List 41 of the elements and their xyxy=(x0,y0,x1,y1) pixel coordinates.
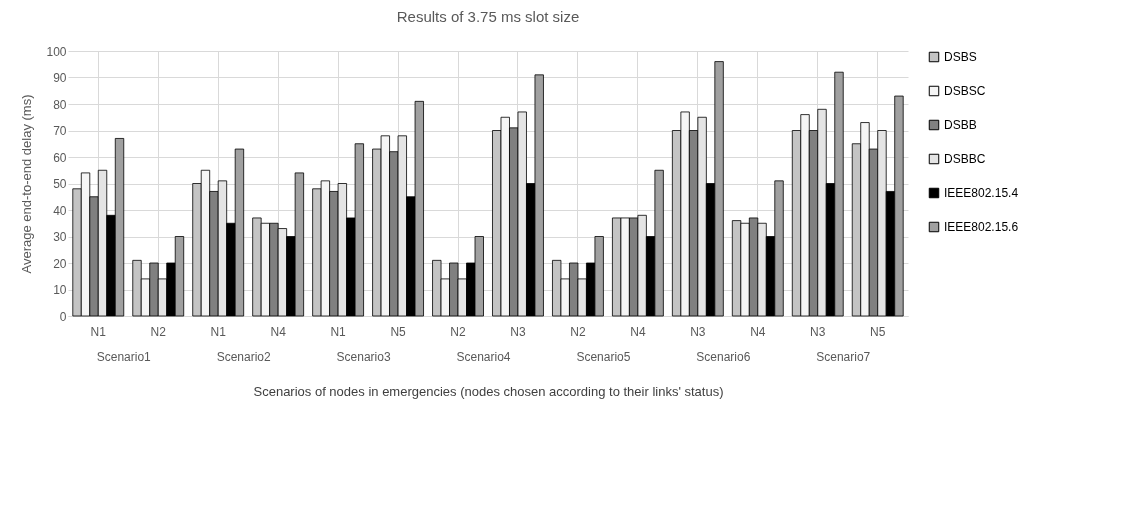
y-tick-label: 0 xyxy=(59,309,67,324)
x-tick-label: N4 xyxy=(750,324,766,339)
x-axis-title: Scenarios of nodes in emergencies (nodes chosen according to their links' status) xyxy=(253,383,724,399)
legend-label: DSBB xyxy=(944,118,977,132)
y-tick-label: 50 xyxy=(53,177,67,191)
x-tick-label: N1 xyxy=(210,324,227,339)
x-tick-label: N5 xyxy=(870,324,886,339)
x-tick-label: N3 xyxy=(510,324,526,339)
text: Scenario1 xyxy=(96,350,152,364)
x-tick-label: N4 xyxy=(270,324,287,339)
x-tick-label: N5 xyxy=(390,324,407,339)
legend-label: DSBSC xyxy=(944,84,986,98)
text: Scenario2 xyxy=(216,350,272,364)
chart-title: Results of 3.75 ms slot size xyxy=(396,8,580,25)
text: Scenario4 xyxy=(456,350,511,364)
legend-label: IEEE802.15.6 xyxy=(944,220,1019,234)
x-tick-label: N3 xyxy=(810,324,826,339)
x-tick-label: N1 xyxy=(330,324,347,339)
text: Scenario7 xyxy=(816,350,871,364)
y-tick-label: 60 xyxy=(53,150,67,165)
x-tick-label: N2 xyxy=(150,324,167,339)
x-tick-label: N3 xyxy=(690,324,706,339)
y-tick-label: 10 xyxy=(53,283,67,297)
y-tick-label: 90 xyxy=(53,71,67,85)
y-tick-label: 40 xyxy=(53,203,67,218)
legend-label: IEEE802.15.4 xyxy=(944,186,1019,200)
y-tick-label: 80 xyxy=(53,97,67,112)
x-tick-label: N4 xyxy=(630,324,646,339)
y-tick-label: 20 xyxy=(53,256,67,271)
text: Scenario3 xyxy=(336,350,391,364)
legend-label: DSBS xyxy=(944,50,977,64)
y-tick-label: 70 xyxy=(53,124,67,138)
x-tick-label: N2 xyxy=(450,324,467,339)
x-tick-label: N2 xyxy=(570,324,586,339)
y-tick-label: 30 xyxy=(53,230,67,244)
y-axis-title: Average end-to-end delay (ms) xyxy=(19,94,35,274)
x-tick-label: N1 xyxy=(90,324,107,339)
text: Scenario5 xyxy=(576,350,631,364)
y-tick-label: 100 xyxy=(46,44,67,59)
legend-label: DSBBC xyxy=(944,152,986,166)
text: Scenario6 xyxy=(696,350,751,364)
